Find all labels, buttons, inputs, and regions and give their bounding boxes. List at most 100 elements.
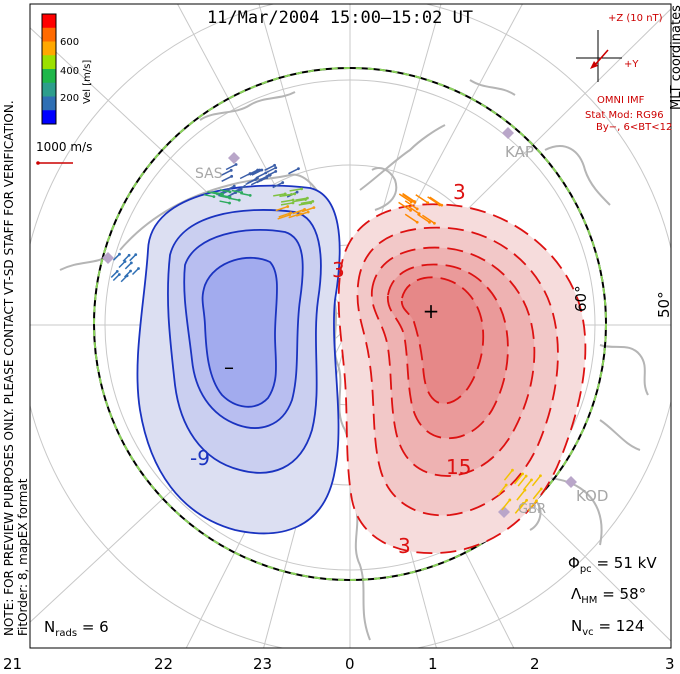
cross-polar-cap-potential: Φpc = 51 kV	[568, 554, 657, 575]
velocity-vector	[402, 192, 415, 203]
colorbar-segment	[42, 14, 56, 29]
velocity-vector-origin	[511, 468, 514, 472]
velocity-vector-origin	[286, 205, 290, 208]
negative-potential-cell: – -9	[136, 184, 341, 535]
velocity-vector-origin	[306, 210, 310, 214]
reference-vector	[36, 161, 73, 165]
min-potential-marker: –	[224, 355, 234, 379]
velocity-vector	[220, 169, 232, 176]
velocity-vector-origin	[229, 168, 233, 172]
site-label-gbr: GBR	[518, 502, 547, 517]
velocity-vector	[531, 475, 542, 487]
velocity-vector-origin	[530, 478, 533, 482]
velocity-vector-origin	[409, 200, 413, 204]
velocity-vector-origin	[281, 181, 285, 184]
velocity-vector	[295, 211, 309, 217]
velocity-vector	[298, 202, 311, 206]
velocity-vector	[124, 262, 132, 270]
map-title: 11/Mar/2004 15:00–15:02 UT	[206, 8, 474, 28]
velocity-vector	[259, 174, 271, 181]
positive-potential-cell: + 3 15 3 3	[332, 180, 587, 558]
plot-frame	[29, 3, 672, 649]
velocity-vector	[532, 488, 542, 500]
site-marker-left	[102, 252, 114, 264]
velocity-vector-origin	[274, 170, 278, 173]
velocity-vector	[264, 164, 275, 171]
velocity-vector	[231, 189, 242, 194]
velocity-vector	[275, 205, 288, 212]
velocity-vector	[129, 254, 137, 262]
velocity-vector	[522, 479, 533, 491]
velocity-vector-origin	[290, 193, 293, 196]
coordinate-system-label: MLT coordinates	[669, 5, 680, 110]
velocity-vector	[427, 196, 441, 206]
colorbar-tick-600: 600	[60, 37, 80, 48]
velocity-vector-origin	[312, 206, 316, 210]
velocity-vector-origin	[127, 253, 131, 257]
velocity-vector-origin	[129, 261, 133, 265]
velocity-vector-origin	[539, 474, 542, 478]
velocity-vector-origin	[240, 191, 244, 194]
velocity-vector-origin	[293, 192, 297, 196]
hm-boundary	[93, 67, 607, 581]
reference-vector-label: 1000 m/s	[36, 140, 93, 154]
velocity-vector	[239, 172, 251, 180]
velocity-vector	[112, 273, 120, 282]
imf-source: OMNI IMF	[597, 95, 645, 106]
velocity-vector	[406, 205, 420, 215]
velocity-vector	[118, 260, 126, 269]
velocity-vector	[221, 175, 232, 182]
colorbar-frame	[41, 13, 57, 125]
velocity-vector-origin	[274, 166, 278, 170]
velocity-vector	[122, 254, 130, 262]
colorbar-label: Vel [m/s]	[82, 59, 93, 104]
velocity-vector-origin	[426, 201, 430, 205]
site-label-sas: SAS	[195, 166, 223, 182]
stat-model: Stat Mod: RG96	[585, 110, 664, 121]
velocity-vector-origin	[283, 192, 287, 196]
velocity-vector-origin	[433, 221, 436, 225]
hm-boundary-latitude: ΛHM = 58°	[571, 585, 647, 606]
velocity-vector	[417, 213, 430, 223]
vector-count: Nvc = 124	[571, 617, 645, 638]
velocity-vector	[292, 208, 305, 215]
mlt-label-0: 0	[345, 655, 355, 673]
imf-condition: By−, 6<BT<12	[596, 122, 673, 133]
velocity-vector	[219, 200, 230, 204]
n-rads-value: = 6	[81, 618, 109, 636]
colorbar-segment	[42, 82, 56, 97]
velocity-vector-origin	[221, 192, 224, 196]
colorbar-tick-400: 400	[60, 66, 80, 77]
velocity-vector-origin	[237, 198, 241, 202]
site-marker-gbr	[498, 506, 510, 518]
velocity-vectors	[110, 163, 543, 514]
velocity-vector	[203, 193, 215, 198]
velocity-vector	[503, 469, 514, 481]
velocity-vector	[497, 484, 507, 496]
velocity-vector-origin	[523, 488, 527, 492]
velocity-vector-origin	[521, 501, 525, 505]
velocity-vector-origin	[248, 193, 252, 197]
velocity-vector-origin	[535, 499, 538, 503]
velocity-vector-origin	[228, 195, 232, 199]
velocity-vector-origin	[409, 208, 412, 212]
velocity-vector	[131, 267, 140, 276]
mlt-label-22: 22	[154, 655, 174, 673]
velocity-vector	[415, 194, 429, 204]
site-label-kap: KAP	[505, 143, 534, 161]
velocity-vector	[249, 169, 260, 176]
colorbar-segment	[42, 69, 56, 84]
velocity-vector	[513, 473, 524, 485]
velocity-vector	[293, 198, 306, 203]
velocity-vector	[265, 167, 277, 174]
velocity-vector-origin	[291, 198, 295, 202]
velocity-vector-origin	[417, 212, 421, 216]
imf-bz-label: +Z (10 nT)	[608, 13, 663, 24]
velocity-vector	[255, 172, 267, 179]
velocity-vector	[124, 270, 132, 278]
velocity-vector	[120, 275, 128, 283]
velocity-vector-origin	[118, 252, 121, 256]
velocity-vector-origin	[115, 270, 119, 273]
velocity-vector-origin	[440, 203, 444, 207]
velocity-vector	[288, 168, 299, 175]
